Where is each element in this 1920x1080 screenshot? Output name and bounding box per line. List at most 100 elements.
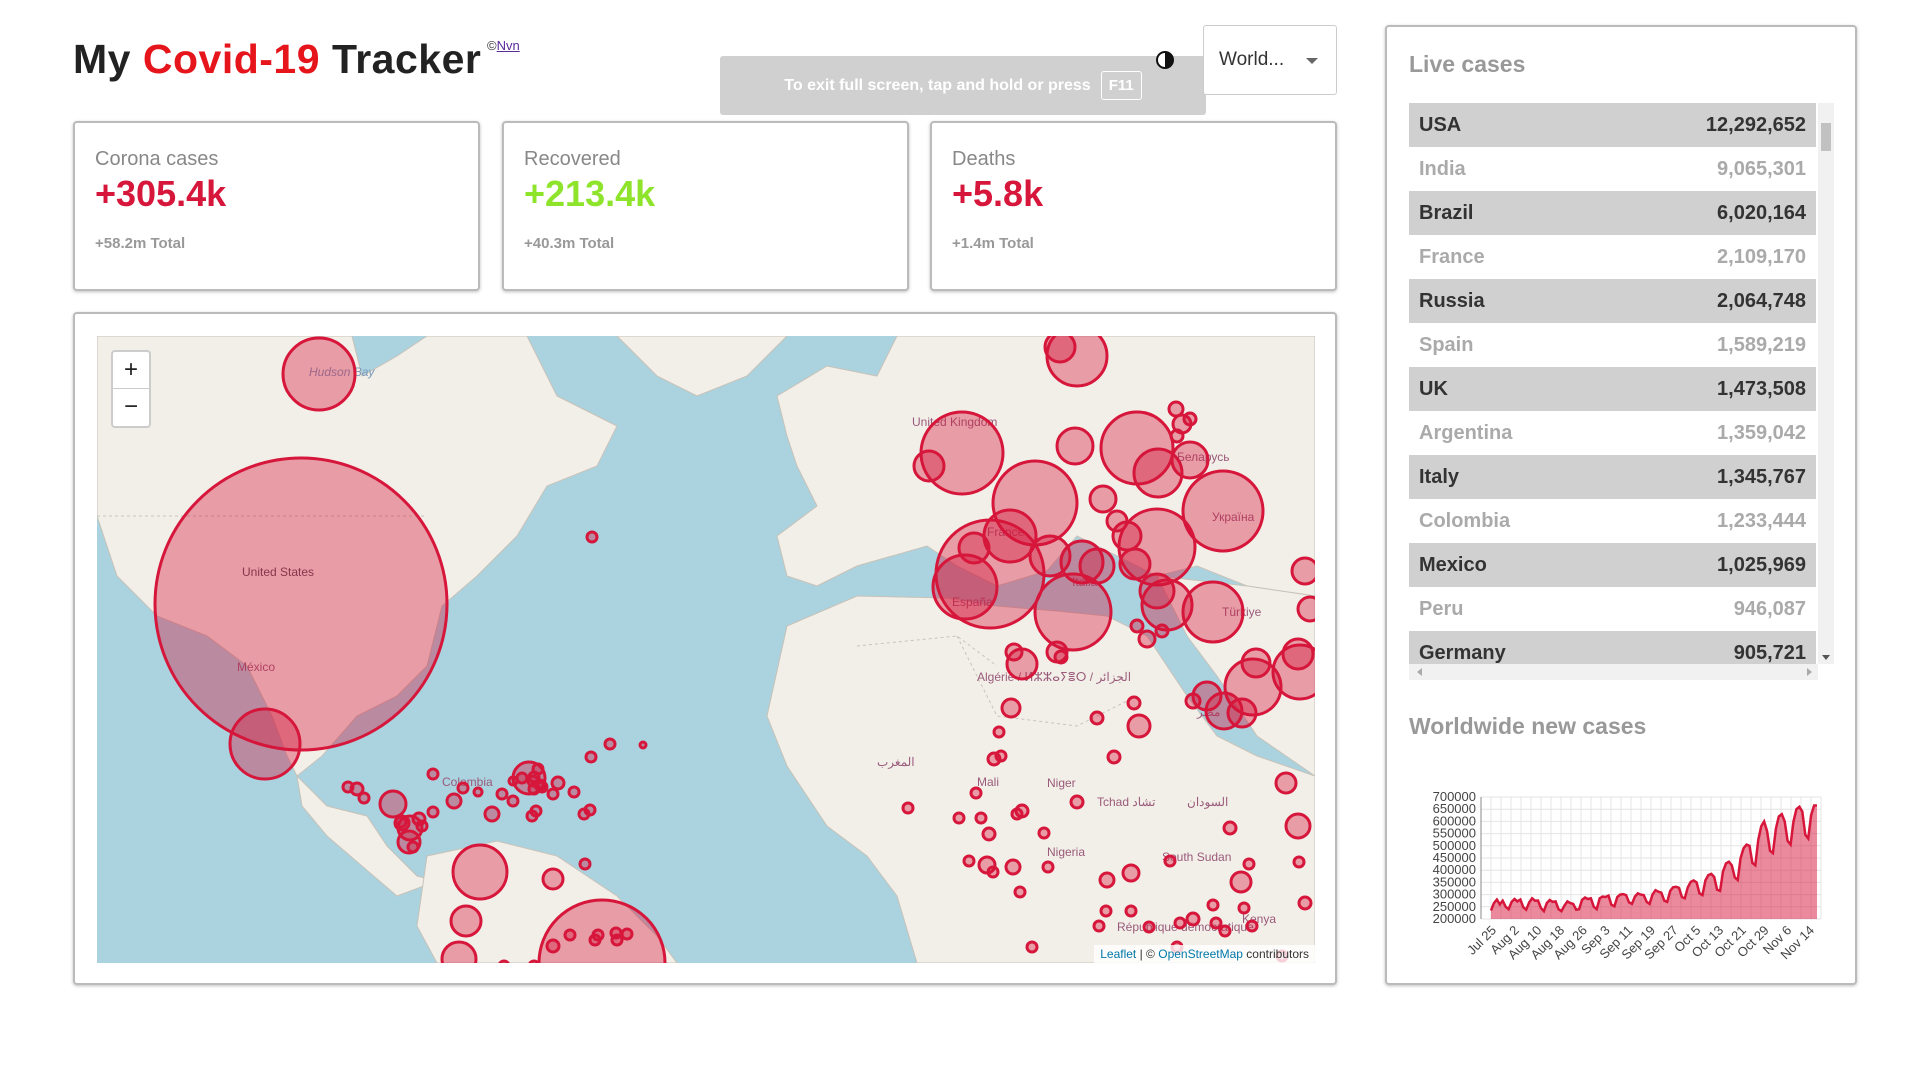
- scrollbar-thumb[interactable]: [1821, 123, 1831, 151]
- case-marker[interactable]: [981, 826, 997, 842]
- live-row-argentina[interactable]: Argentina 1,359,042: [1409, 411, 1816, 455]
- case-marker[interactable]: [495, 787, 509, 801]
- case-marker[interactable]: [1004, 858, 1022, 876]
- scroll-right-icon[interactable]: [1807, 668, 1812, 676]
- case-marker[interactable]: [1069, 794, 1085, 810]
- case-marker[interactable]: [1191, 680, 1223, 712]
- stat-card-deaths[interactable]: Deaths +5.8k +1.4m Total: [930, 121, 1337, 291]
- case-marker[interactable]: [449, 904, 483, 938]
- case-marker[interactable]: [603, 737, 617, 751]
- case-marker[interactable]: [1154, 623, 1170, 639]
- zoom-in-button[interactable]: +: [113, 352, 149, 389]
- case-marker[interactable]: [529, 804, 543, 818]
- case-marker[interactable]: [1240, 647, 1272, 679]
- case-marker[interactable]: [1292, 855, 1306, 869]
- case-marker[interactable]: [1121, 863, 1141, 883]
- case-marker[interactable]: [994, 749, 1008, 763]
- case-marker[interactable]: [974, 811, 988, 825]
- case-marker[interactable]: [1088, 484, 1118, 514]
- stat-card-recovered[interactable]: Recovered +213.4k +40.3m Total: [502, 121, 909, 291]
- case-marker[interactable]: [456, 781, 470, 795]
- case-marker[interactable]: [527, 770, 541, 784]
- live-row-spain[interactable]: Spain 1,589,219: [1409, 323, 1816, 367]
- case-marker[interactable]: [1163, 854, 1177, 868]
- case-marker[interactable]: [1118, 547, 1152, 581]
- leaflet-link[interactable]: Leaflet: [1100, 947, 1137, 961]
- case-marker[interactable]: [1099, 410, 1175, 486]
- live-row-usa[interactable]: USA 12,292,652: [1409, 103, 1816, 147]
- live-row-peru[interactable]: Peru 946,087: [1409, 587, 1816, 631]
- case-marker[interactable]: [952, 811, 966, 825]
- case-marker[interactable]: [426, 767, 440, 781]
- case-marker[interactable]: [506, 794, 520, 808]
- live-row-mexico[interactable]: Mexico 1,025,969: [1409, 543, 1816, 587]
- theme-toggle-icon[interactable]: [1155, 50, 1175, 70]
- case-marker[interactable]: [1105, 509, 1129, 533]
- case-marker[interactable]: [982, 508, 1038, 564]
- case-marker[interactable]: [1181, 469, 1265, 553]
- live-row-russia[interactable]: Russia 2,064,748: [1409, 279, 1816, 323]
- case-marker[interactable]: [1290, 556, 1315, 586]
- case-marker[interactable]: [578, 857, 592, 871]
- case-marker[interactable]: [1296, 595, 1315, 623]
- case-marker[interactable]: [515, 771, 529, 785]
- case-marker[interactable]: [1041, 860, 1055, 874]
- live-row-brazil[interactable]: Brazil 6,020,164: [1409, 191, 1816, 235]
- case-marker[interactable]: [378, 789, 408, 819]
- case-marker[interactable]: [1000, 697, 1022, 719]
- case-marker[interactable]: [1167, 400, 1185, 418]
- live-row-uk[interactable]: UK 1,473,508: [1409, 367, 1816, 411]
- case-marker[interactable]: [1053, 649, 1069, 665]
- live-row-italy[interactable]: Italy 1,345,767: [1409, 455, 1816, 499]
- case-marker[interactable]: [638, 740, 648, 750]
- case-marker[interactable]: [986, 865, 1000, 879]
- zoom-out-button[interactable]: −: [123, 393, 138, 420]
- live-row-india[interactable]: India 9,065,301: [1409, 147, 1816, 191]
- case-marker[interactable]: [1078, 547, 1116, 585]
- case-marker[interactable]: [281, 336, 357, 412]
- case-marker[interactable]: [1218, 924, 1232, 938]
- case-marker[interactable]: [440, 940, 478, 963]
- credit-link[interactable]: Nvn: [496, 38, 520, 53]
- case-marker[interactable]: [550, 775, 566, 791]
- case-marker[interactable]: [1229, 870, 1253, 894]
- scroll-down-icon[interactable]: [1822, 655, 1830, 660]
- case-marker[interactable]: [1129, 618, 1145, 634]
- case-marker[interactable]: [609, 926, 623, 940]
- vertical-scrollbar[interactable]: [1818, 103, 1834, 664]
- case-marker[interactable]: [1025, 940, 1039, 954]
- case-marker[interactable]: [992, 725, 1006, 739]
- case-marker[interactable]: [1281, 637, 1315, 671]
- case-marker[interactable]: [912, 449, 946, 483]
- case-marker[interactable]: [1089, 710, 1105, 726]
- case-marker[interactable]: [1013, 885, 1027, 899]
- case-marker[interactable]: [1099, 904, 1113, 918]
- case-marker[interactable]: [1182, 411, 1198, 427]
- case-marker[interactable]: [584, 750, 598, 764]
- case-marker[interactable]: [931, 553, 999, 621]
- case-marker[interactable]: [1043, 336, 1077, 364]
- case-marker[interactable]: [1274, 771, 1298, 795]
- case-marker[interactable]: [1033, 572, 1113, 652]
- case-marker[interactable]: [498, 959, 510, 963]
- case-marker[interactable]: [620, 927, 634, 941]
- case-marker[interactable]: [483, 805, 501, 823]
- case-marker[interactable]: [1126, 695, 1142, 711]
- live-cases-table[interactable]: USA 12,292,652 India 9,065,301 Brazil 6,020,1…: [1409, 103, 1816, 678]
- case-marker[interactable]: [1098, 871, 1116, 889]
- case-marker[interactable]: [1106, 749, 1122, 765]
- case-marker[interactable]: [1209, 916, 1223, 930]
- case-marker[interactable]: [406, 840, 420, 854]
- live-row-france[interactable]: France 2,109,170: [1409, 235, 1816, 279]
- case-marker[interactable]: [545, 938, 561, 954]
- region-select[interactable]: World...: [1203, 25, 1337, 95]
- scroll-left-icon[interactable]: [1417, 668, 1422, 676]
- case-marker[interactable]: [528, 959, 540, 963]
- case-marker[interactable]: [1055, 426, 1095, 466]
- case-marker[interactable]: [1092, 919, 1106, 933]
- case-marker[interactable]: [1181, 580, 1245, 644]
- live-row-colombia[interactable]: Colombia 1,233,444: [1409, 499, 1816, 543]
- case-marker[interactable]: [357, 791, 371, 805]
- stat-card-cases[interactable]: Corona cases +305.4k +58.2m Total: [73, 121, 480, 291]
- case-marker[interactable]: [563, 928, 577, 942]
